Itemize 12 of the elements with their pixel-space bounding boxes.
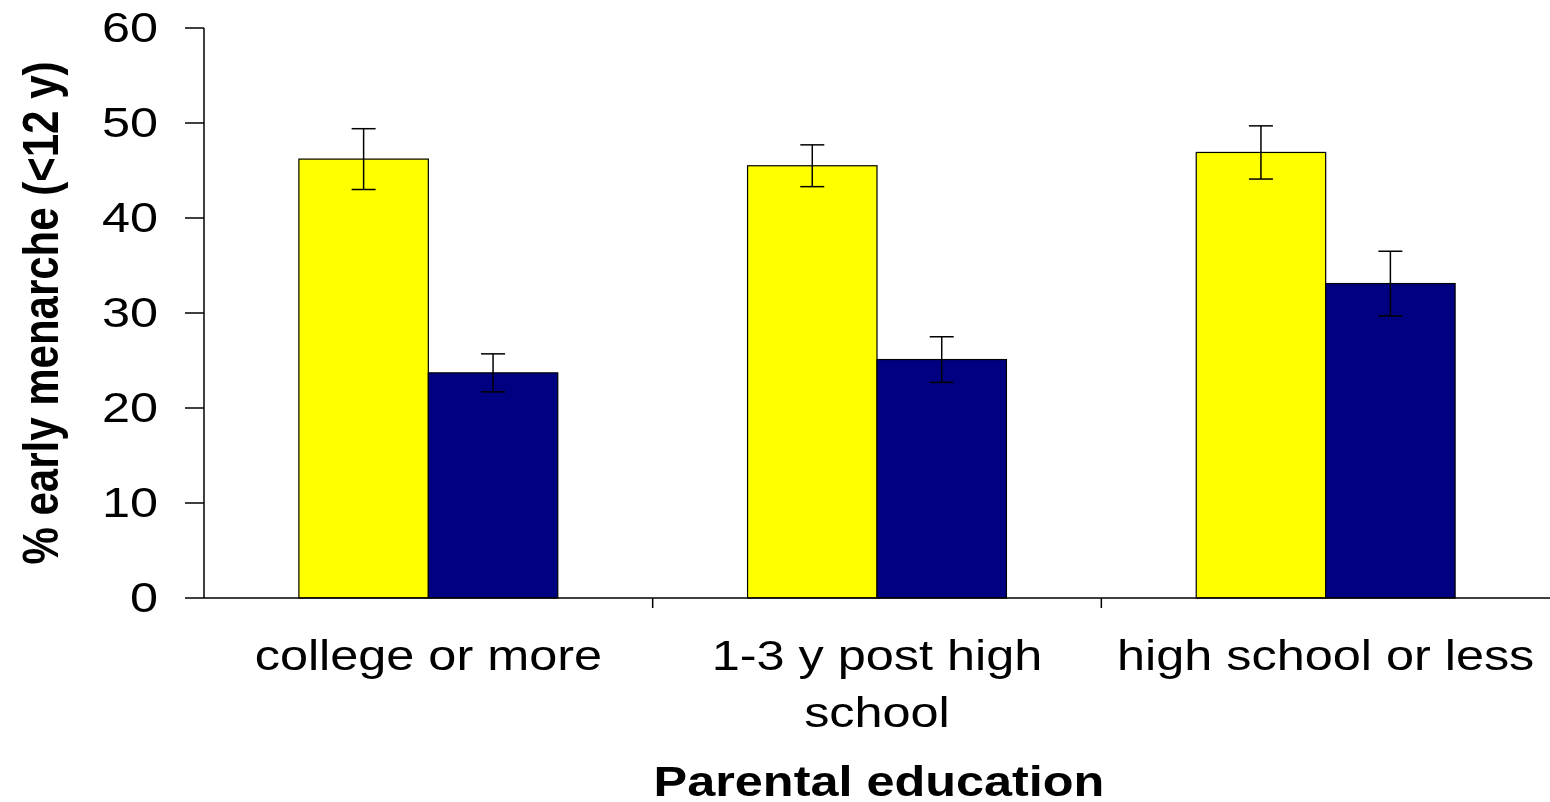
- x-tick-label: 1-3 y post high school: [711, 631, 1043, 737]
- y-tick-label: 0: [129, 574, 158, 622]
- y-tick-label: 10: [101, 479, 158, 527]
- y-tick-label: 50: [101, 99, 158, 147]
- x-tick-label: high school or less: [1117, 631, 1535, 680]
- y-tick-label: 40: [101, 194, 158, 242]
- y-tick-label: 30: [101, 289, 158, 337]
- y-tick-label: 20: [101, 384, 158, 432]
- y-tick-label: 60: [101, 4, 158, 52]
- x-axis-title: Parental education: [653, 757, 1105, 802]
- x-tick-label: college or more: [254, 631, 602, 680]
- y-axis-title: % early menarche (<12 y): [12, 61, 69, 565]
